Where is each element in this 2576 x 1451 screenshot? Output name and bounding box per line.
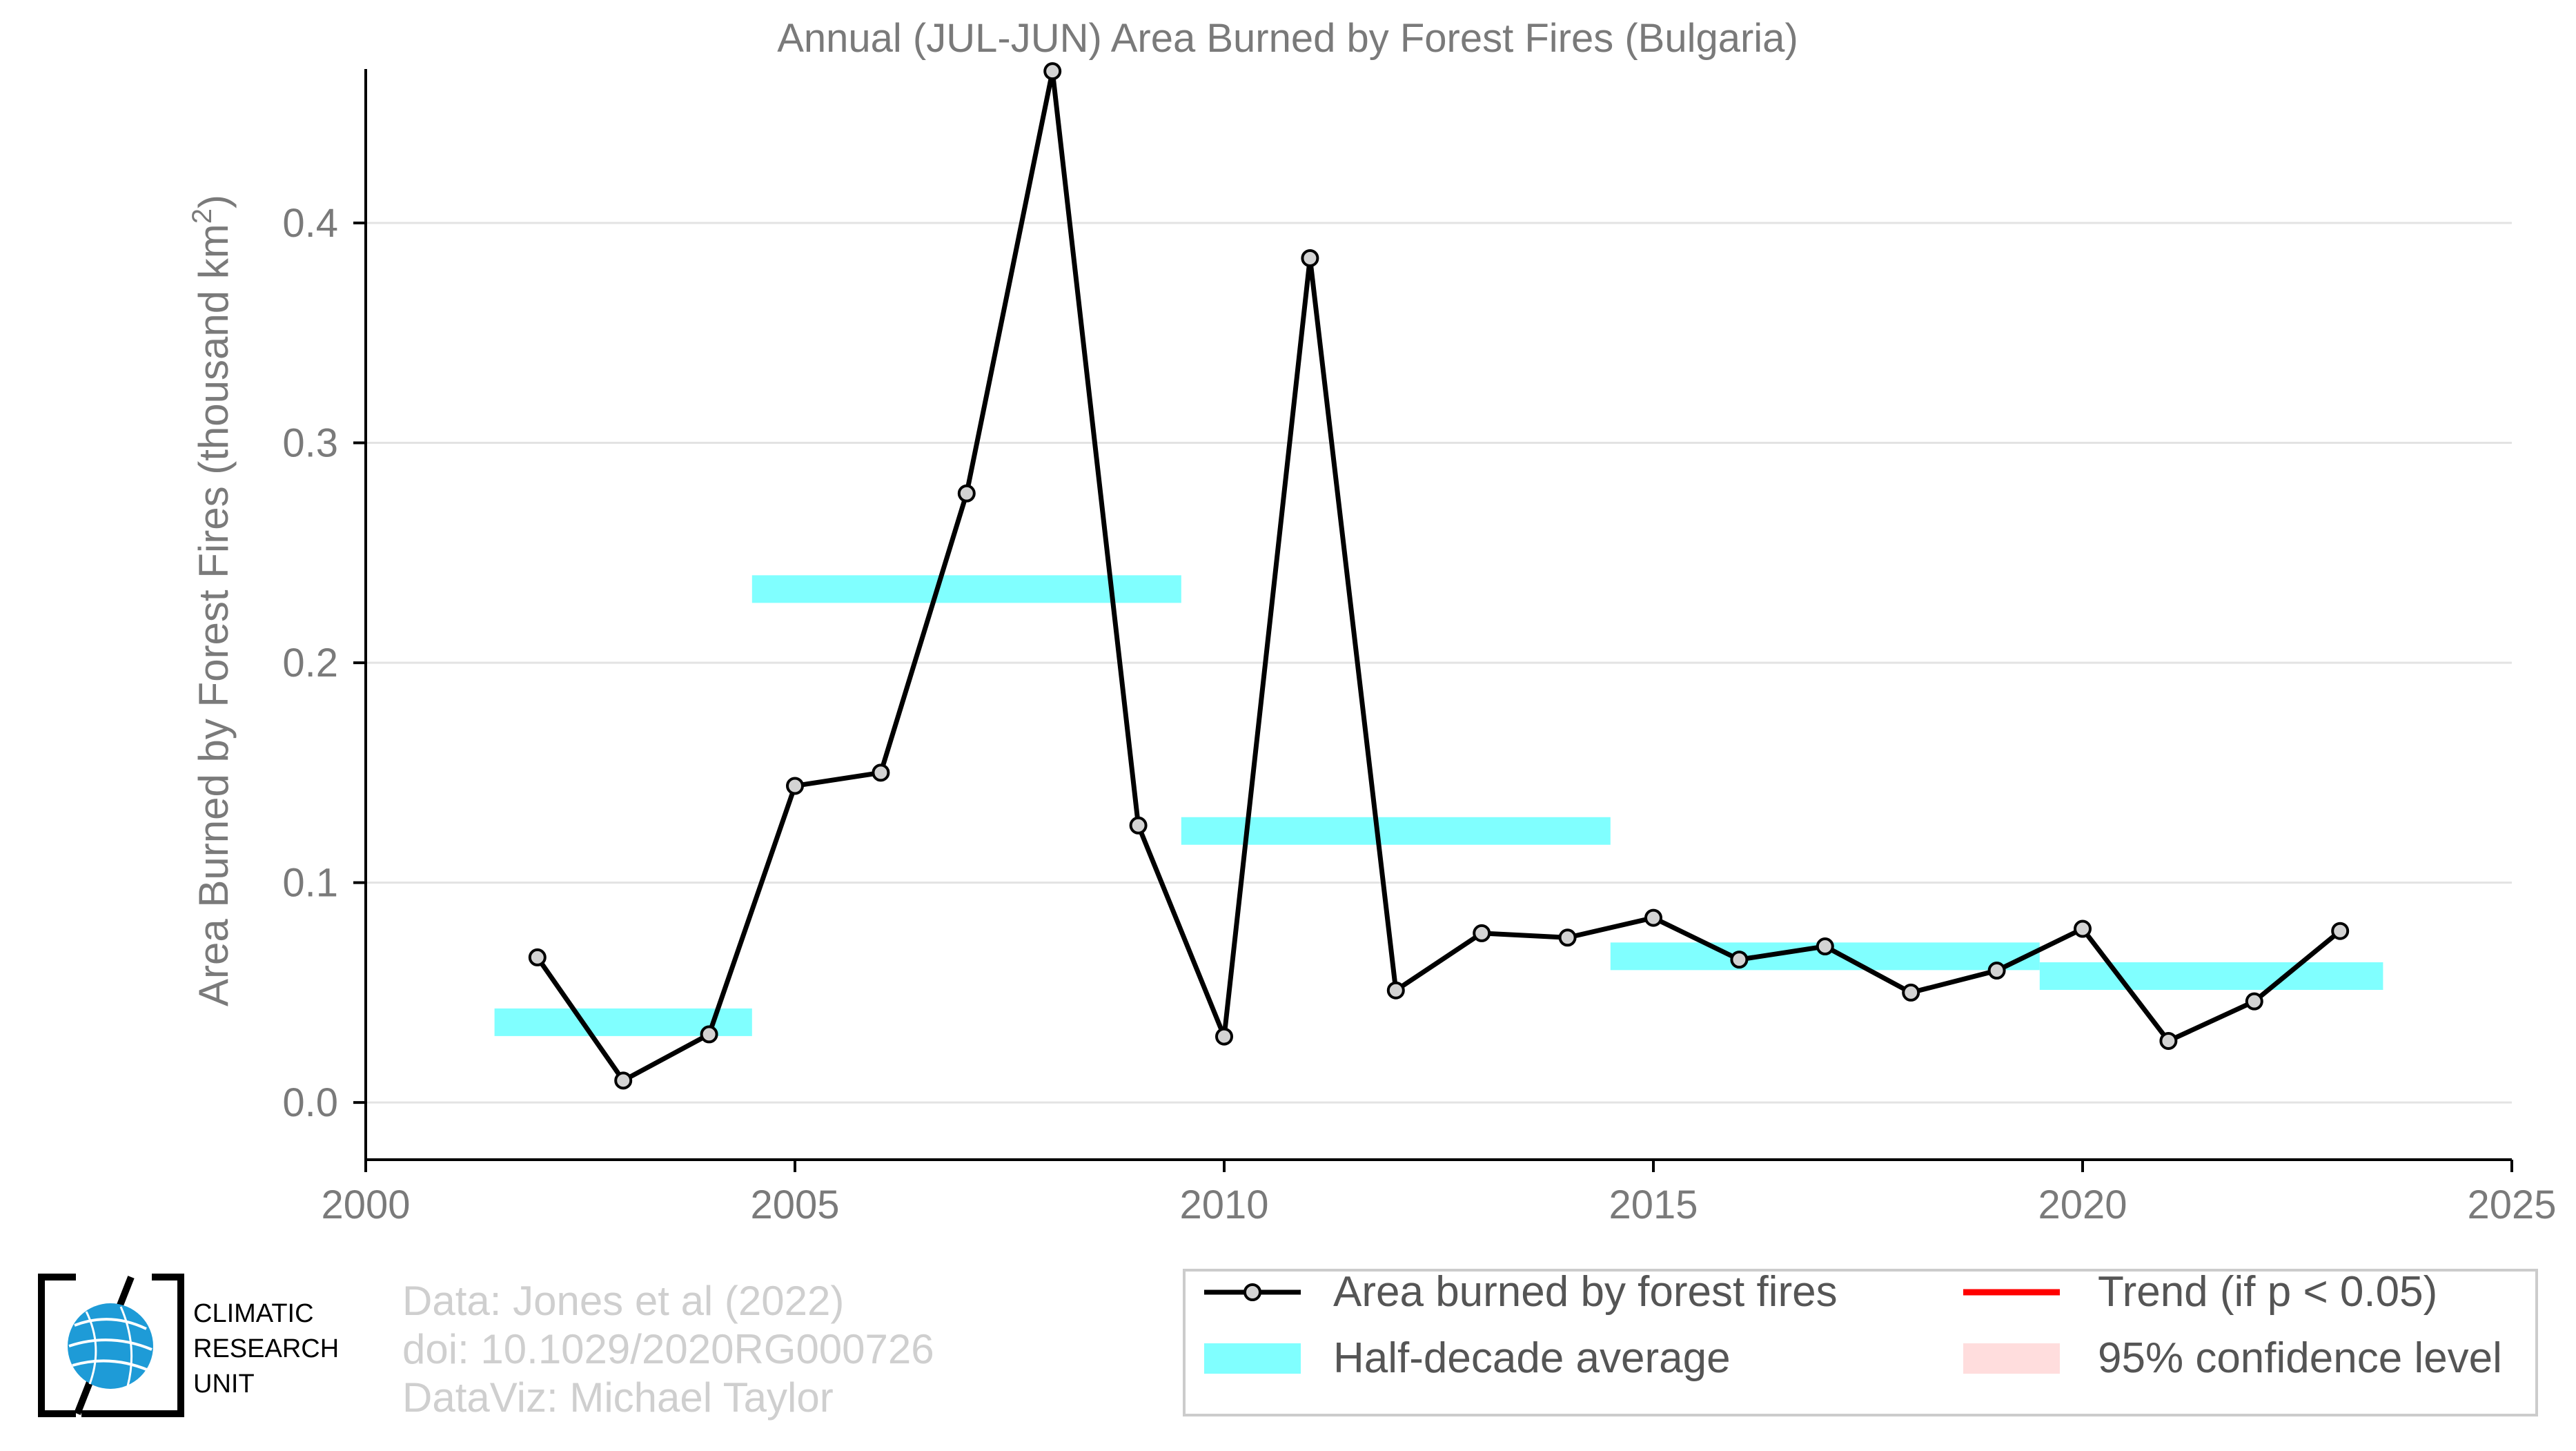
data-point	[2159, 1031, 2178, 1050]
data-point	[1301, 249, 1319, 267]
legend-label: Trend (if p < 0.05)	[2098, 1268, 2437, 1316]
data-point	[2245, 992, 2263, 1011]
data-point	[1558, 928, 1577, 947]
data-point	[1386, 981, 1405, 1000]
legend-box	[1183, 1269, 2538, 1416]
cru-logo: CLIMATIC RESEARCH UNIT	[38, 1274, 339, 1417]
legend-label: Half-decade average	[1333, 1334, 1731, 1382]
data-point	[1987, 962, 2006, 980]
half-decade-average-bars	[494, 575, 2383, 1036]
x-tick-label: 2015	[1609, 1182, 1698, 1227]
credit-data-source: Data: Jones et al (2022)	[402, 1278, 844, 1324]
logo-text-line3: UNIT	[193, 1370, 255, 1399]
logo-text-line2: RESEARCH	[193, 1334, 339, 1363]
x-tick-label: 2025	[2467, 1182, 2556, 1227]
y-tick-label: 0.1	[282, 861, 338, 906]
data-point	[528, 948, 547, 966]
legend-label: Area burned by forest fires	[1333, 1268, 1838, 1316]
data-point	[1473, 924, 1491, 942]
data-point	[2074, 919, 2092, 938]
x-tick-label: 2010	[1179, 1182, 1268, 1227]
y-axis-label: Area Burned by Forest Fires (thousand km…	[187, 195, 237, 1006]
legend-swatch-patch	[1204, 1343, 1301, 1374]
legend-label: 95% confidence level	[2098, 1334, 2502, 1382]
data-point	[1129, 816, 1148, 835]
x-tick-label: 2020	[2038, 1182, 2127, 1227]
data-point	[700, 1025, 718, 1044]
x-tick-label: 2005	[750, 1182, 839, 1227]
data-point	[2331, 922, 2350, 940]
half-decade-average-bar	[751, 575, 1181, 603]
data-point	[1215, 1027, 1233, 1046]
data-point	[957, 484, 976, 503]
data-point	[1644, 908, 1662, 927]
logo-bracket-left	[38, 1274, 76, 1417]
globe-icon	[68, 1303, 153, 1389]
x-tick-label: 2000	[321, 1182, 410, 1227]
half-decade-average-bar	[2039, 962, 2383, 991]
y-tick-label: 0.0	[282, 1080, 338, 1125]
credit-dataviz: DataViz: Michael Taylor	[402, 1374, 834, 1421]
y-axis-label-superscript: 2	[187, 208, 217, 224]
logo-text-line1: CLIMATIC	[193, 1299, 314, 1328]
data-point	[1043, 62, 1062, 81]
data-point	[872, 763, 890, 782]
data-point	[786, 777, 804, 795]
data-point	[1816, 937, 1834, 956]
legend-swatch-marker	[1243, 1283, 1261, 1301]
y-axis-label-close: )	[190, 195, 237, 208]
y-tick-label: 0.4	[282, 201, 338, 246]
data-point	[614, 1071, 633, 1090]
chart-title: Annual (JUL-JUN) Area Burned by Forest F…	[777, 16, 1798, 61]
y-tick-label: 0.3	[282, 421, 338, 466]
series-line	[535, 68, 2342, 1083]
series-area-burned	[528, 62, 2350, 1090]
y-tick-label: 0.2	[282, 641, 338, 685]
legend-swatch-patch	[1963, 1343, 2060, 1374]
half-decade-average-bar	[1181, 817, 1611, 845]
logo-bracket-right	[81, 1274, 184, 1417]
axes: 0.0 0.1 0.2 0.3 0.4 2000 2005 2010 2015 2020 2025	[282, 69, 2557, 1227]
gridlines	[366, 222, 2512, 1104]
data-point	[1902, 983, 1920, 1002]
y-axis-label-main: Area Burned by Forest Fires (thousand km	[190, 224, 237, 1006]
credit-doi: doi: 10.1029/2020RG000726	[402, 1326, 934, 1372]
data-point	[1730, 951, 1749, 969]
legend: Area burned by forest fires Trend (if p <…	[1183, 1268, 2538, 1416]
